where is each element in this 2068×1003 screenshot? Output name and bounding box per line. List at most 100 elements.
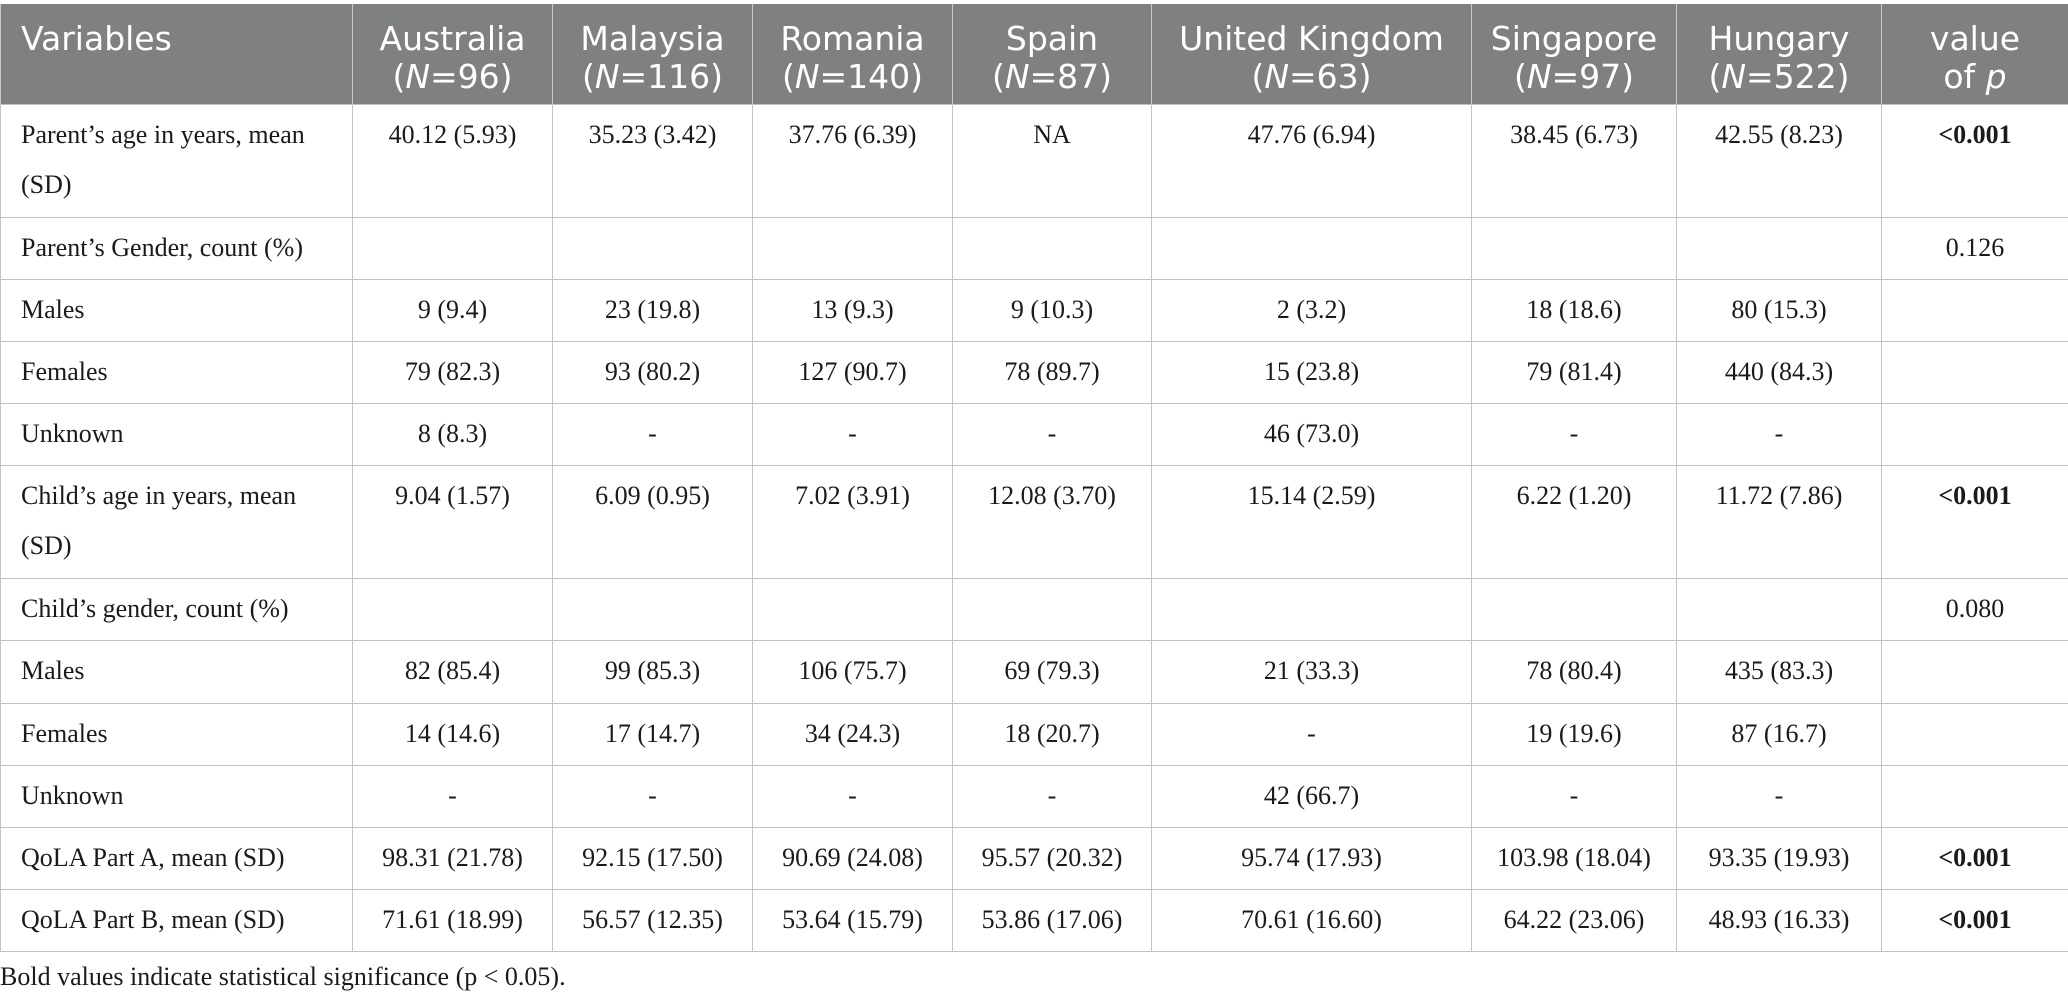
- table-cell: 21 (33.3): [1151, 640, 1472, 704]
- table-cell: 47.76 (6.94): [1151, 104, 1472, 218]
- country-name: Australia: [379, 19, 526, 58]
- table-cell: 14 (14.6): [352, 702, 553, 766]
- table-cell: 7.02 (3.91): [752, 465, 953, 580]
- country-n: (N=97): [1513, 57, 1635, 96]
- row-label: Males: [0, 640, 353, 704]
- country-n: (N=522): [1708, 57, 1850, 96]
- table-cell: 56.57 (12.35): [552, 888, 753, 953]
- table-cell: [952, 216, 1152, 281]
- row-label: QoLA Part A, mean (SD): [0, 826, 353, 890]
- header-country: Romania (N=140): [752, 4, 953, 105]
- country-n: (N=140): [781, 57, 924, 96]
- table-cell: 92.15 (17.50): [552, 826, 753, 890]
- table-header: Variables Australia (N=96) Malaysia (N=1…: [0, 4, 2068, 105]
- table-cell: 13 (9.3): [752, 279, 953, 343]
- table-cell: 106 (75.7): [752, 640, 953, 704]
- table-cell: 40.12 (5.93): [352, 104, 553, 218]
- table-cell: 71.61 (18.99): [352, 888, 553, 953]
- table-cell: 23 (19.8): [552, 279, 753, 343]
- country-n: (N=96): [392, 57, 513, 96]
- row-label: Parent’s Gender, count (%): [0, 216, 353, 281]
- table-cell: 95.74 (17.93): [1151, 826, 1472, 890]
- table-cell: [1471, 578, 1677, 642]
- table-row: Females 79 (82.3) 93 (80.2) 127 (90.7) 78 (8…: [0, 341, 2068, 405]
- table-cell: -: [752, 403, 953, 467]
- header-country: Singapore (N=97): [1471, 4, 1677, 105]
- p-value-cell: <0.001: [1881, 888, 2068, 953]
- row-label: Females: [0, 341, 353, 405]
- table-cell: 440 (84.3): [1676, 341, 1882, 405]
- p-value-cell: <0.001: [1881, 826, 2068, 890]
- header-row: Variables Australia (N=96) Malaysia (N=1…: [0, 4, 2068, 105]
- table-cell: 78 (80.4): [1471, 640, 1677, 704]
- country-name: Romania: [780, 19, 925, 58]
- table-cell: -: [1151, 702, 1472, 766]
- table-cell: 35.23 (3.42): [552, 104, 753, 218]
- table-row: QoLA Part B, mean (SD) 71.61 (18.99) 56.57…: [0, 888, 2068, 953]
- table-cell: 42.55 (8.23): [1676, 104, 1882, 218]
- table-cell: 98.31 (21.78): [352, 826, 553, 890]
- table-cell: 87 (16.7): [1676, 702, 1882, 766]
- table-body: Parent’s age in years, mean (SD) 40.12 (5…: [0, 104, 2068, 953]
- table-cell: 34 (24.3): [752, 702, 953, 766]
- table-cell: 53.86 (17.06): [952, 888, 1152, 953]
- table-cell: 69 (79.3): [952, 640, 1152, 704]
- p-value-cell: 0.126: [1881, 216, 2068, 281]
- table-cell: 127 (90.7): [752, 341, 953, 405]
- country-name: Malaysia: [580, 19, 725, 58]
- table-cell: -: [552, 764, 753, 828]
- country-name: United Kingdom: [1179, 19, 1444, 58]
- row-label: Child’s age in years, mean (SD): [0, 465, 353, 580]
- header-country: Malaysia (N=116): [552, 4, 753, 105]
- header-p-value: value of p: [1881, 4, 2068, 105]
- table-row: Child’s gender, count (%) 0.080: [0, 578, 2068, 642]
- table-row: Unknown - - - -42 (66.7) - -: [0, 764, 2068, 828]
- row-label: Females: [0, 702, 353, 766]
- p-value-cell: [1881, 279, 2068, 343]
- table-cell: [1151, 216, 1472, 281]
- table-cell: 19 (19.6): [1471, 702, 1677, 766]
- table-cell: 37.76 (6.39): [752, 104, 953, 218]
- table-cell: 79 (82.3): [352, 341, 553, 405]
- table-cell: [1676, 578, 1882, 642]
- table-cell: [752, 578, 953, 642]
- table-row: QoLA Part A, mean (SD) 98.31 (21.78) 92.15…: [0, 826, 2068, 890]
- footnote: Bold values indicate statistical signifi…: [0, 962, 566, 991]
- header-variables: Variables: [0, 4, 353, 105]
- table-cell: 6.09 (0.95): [552, 465, 753, 580]
- table-cell: [552, 216, 753, 281]
- table-cell: [1151, 578, 1472, 642]
- table-row: Females 14 (14.6) 17 (14.7) 34 (24.3) 18 (20…: [0, 702, 2068, 766]
- table-cell: -: [1471, 403, 1677, 467]
- table-cell: -: [552, 403, 753, 467]
- row-label: Unknown: [0, 403, 353, 467]
- table-cell: [352, 216, 553, 281]
- p-value-cell: [1881, 341, 2068, 405]
- table-cell: 9.04 (1.57): [352, 465, 553, 580]
- table-cell: -: [952, 764, 1152, 828]
- header-country: Australia (N=96): [352, 4, 553, 105]
- table-cell: 12.08 (3.70): [952, 465, 1152, 580]
- table-cell: 78 (89.7): [952, 341, 1152, 405]
- p-value-cell: [1881, 640, 2068, 704]
- demographics-table: Variables Australia (N=96) Malaysia (N=1…: [0, 4, 2068, 953]
- table-row: Unknown 8 (8.3) - - -46 (73.0) - -: [0, 403, 2068, 467]
- table-cell: [352, 578, 553, 642]
- table-cell: 48.93 (16.33): [1676, 888, 1882, 953]
- country-name: Hungary: [1708, 19, 1850, 58]
- table-cell: 15.14 (2.59): [1151, 465, 1472, 580]
- country-n: (N=116): [581, 57, 724, 96]
- table-cell: 38.45 (6.73): [1471, 104, 1677, 218]
- table-cell: 64.22 (23.06): [1471, 888, 1677, 953]
- country-n: (N=87): [991, 57, 1113, 96]
- p-value-cell: [1881, 403, 2068, 467]
- table-cell: 79 (81.4): [1471, 341, 1677, 405]
- header-country: United Kingdom (N=63): [1151, 4, 1472, 105]
- table-cell: -: [752, 764, 953, 828]
- table-cell: 9 (9.4): [352, 279, 553, 343]
- row-label: Parent’s age in years, mean (SD): [0, 104, 353, 218]
- table-row: Males 9 (9.4) 23 (19.8) 13 (9.3) 9 (10.3) 2 (…: [0, 279, 2068, 343]
- table-cell: -: [952, 403, 1152, 467]
- table-cell: 80 (15.3): [1676, 279, 1882, 343]
- table-row: Parent’s age in years, mean (SD) 40.12 (5…: [0, 104, 2068, 218]
